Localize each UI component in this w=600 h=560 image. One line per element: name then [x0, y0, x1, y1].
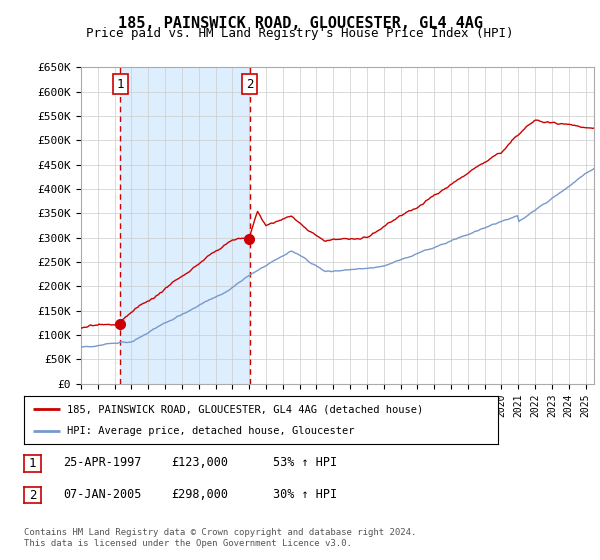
Text: £298,000: £298,000 [171, 488, 228, 501]
Text: Contains HM Land Registry data © Crown copyright and database right 2024.
This d: Contains HM Land Registry data © Crown c… [24, 528, 416, 548]
Text: 185, PAINSWICK ROAD, GLOUCESTER, GL4 4AG (detached house): 185, PAINSWICK ROAD, GLOUCESTER, GL4 4AG… [67, 404, 423, 414]
Text: 1: 1 [116, 78, 124, 91]
Text: HPI: Average price, detached house, Gloucester: HPI: Average price, detached house, Glou… [67, 426, 354, 436]
Text: 185, PAINSWICK ROAD, GLOUCESTER, GL4 4AG: 185, PAINSWICK ROAD, GLOUCESTER, GL4 4AG [118, 16, 482, 31]
Text: 1: 1 [29, 456, 36, 470]
Text: £123,000: £123,000 [171, 456, 228, 469]
Text: 07-JAN-2005: 07-JAN-2005 [63, 488, 142, 501]
Text: 2: 2 [29, 488, 36, 502]
Text: 25-APR-1997: 25-APR-1997 [63, 456, 142, 469]
Text: 2: 2 [246, 78, 253, 91]
Text: 53% ↑ HPI: 53% ↑ HPI [273, 456, 337, 469]
Text: 30% ↑ HPI: 30% ↑ HPI [273, 488, 337, 501]
Bar [120, 67, 250, 384]
Text: Price paid vs. HM Land Registry's House Price Index (HPI): Price paid vs. HM Land Registry's House … [86, 27, 514, 40]
